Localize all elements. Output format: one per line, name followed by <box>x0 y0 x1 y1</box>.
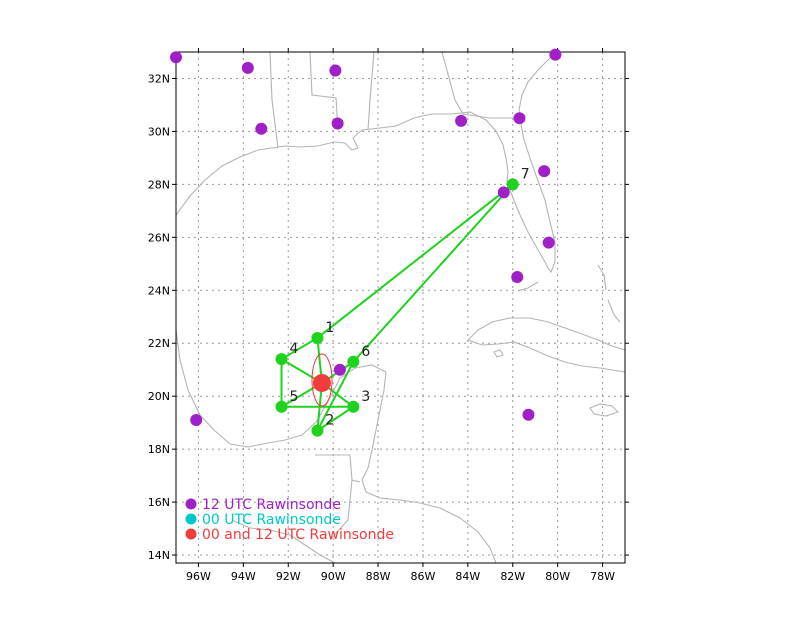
legend-label: 12 UTC Rawinsonde <box>202 497 341 513</box>
legend-marker <box>185 528 197 540</box>
flight-point <box>347 355 360 368</box>
y-tick-label: 22N <box>148 337 170 350</box>
y-tick-label: 32N <box>148 72 170 85</box>
y-axis: 14N 16N 18N 20N 22N 24N 26N 28N 30N 32N <box>148 72 629 562</box>
state-border-al-ga <box>441 52 463 113</box>
x-tick-label: 78W <box>590 570 615 583</box>
rawinsonde-12utc-point <box>241 61 254 74</box>
cuba-coastline <box>467 317 625 373</box>
flight-point-label: 5 <box>290 389 299 405</box>
flight-point <box>275 353 288 366</box>
flight-point <box>311 424 324 437</box>
rawinsonde-12utc-point <box>549 48 562 61</box>
rawinsonde-12utc-point <box>513 112 526 125</box>
state-border-la-ms <box>309 52 339 131</box>
y-tick-label: 24N <box>148 284 170 297</box>
central-america-coastline <box>361 479 497 563</box>
border-guatemala-honduras <box>329 479 353 541</box>
us-gulf-coastline <box>176 109 556 274</box>
y-tick-label: 16N <box>148 496 170 509</box>
x-tick-label: 88W <box>366 570 391 583</box>
flight-point-label: 6 <box>361 344 370 360</box>
plot-frame <box>175 51 626 564</box>
x-tick-label: 82W <box>500 570 525 583</box>
flight-point <box>506 178 519 191</box>
state-border-ms-al <box>367 52 375 131</box>
rawinsonde-12utc-point <box>255 122 268 135</box>
y-tick-label: 26N <box>148 231 170 244</box>
flight-point <box>275 400 288 413</box>
us-atlantic-coastline <box>518 52 557 111</box>
flight-point <box>311 331 324 344</box>
flight-point-label: 7 <box>521 166 530 182</box>
yucatan-east-coastline <box>361 371 387 481</box>
y-tick-label: 28N <box>148 178 170 191</box>
rawinsonde-12utc-point <box>331 117 344 130</box>
track-segment <box>281 337 318 360</box>
legend-marker <box>185 513 197 525</box>
legend-label: 00 and 12 UTC Rawinsonde <box>202 527 394 543</box>
x-tick-label: 90W <box>321 570 346 583</box>
x-tick-label: 92W <box>276 570 301 583</box>
rawinsonde-12utc-point <box>170 51 182 64</box>
track-segment <box>316 361 355 432</box>
isla-juventud <box>493 349 504 358</box>
legend-label: 00 UTC Rawinsonde <box>202 512 341 528</box>
grid-lines <box>176 52 625 563</box>
x-tick-label: 84W <box>455 570 480 583</box>
track-segment <box>316 405 354 432</box>
track-segment <box>316 183 514 339</box>
jamaica-coastline <box>589 403 620 417</box>
markers: 1 2 3 4 5 6 7 <box>170 48 562 437</box>
flight-point <box>347 400 360 413</box>
rawinsonde-12utc-point <box>542 236 555 249</box>
florida-keys <box>517 281 539 292</box>
rawinsonde-12utc-point <box>329 64 342 77</box>
rawinsonde-12utc-point <box>497 186 510 199</box>
rawinsonde-12utc-point <box>511 271 524 284</box>
state-border-tx-la <box>269 52 279 149</box>
flight-point-label: 2 <box>325 413 334 429</box>
flight-track <box>280 183 514 432</box>
coastlines <box>176 52 625 563</box>
x-axis: 96W 94W 92W 90W 88W 86W 84W 82W 80W 78W <box>186 48 615 583</box>
x-tick-label: 96W <box>186 570 211 583</box>
rawinsonde-12utc-point <box>333 363 346 376</box>
storm-outline <box>311 353 333 407</box>
rawinsonde-12utc-point <box>538 165 551 178</box>
flight-point-label: 1 <box>325 320 334 336</box>
x-tick-label: 86W <box>411 570 436 583</box>
flight-point-label: 3 <box>361 389 370 405</box>
x-tick-label: 94W <box>231 570 256 583</box>
y-tick-label: 30N <box>148 125 170 138</box>
rawinsonde-12utc-point <box>455 114 468 127</box>
y-tick-label: 18N <box>148 443 170 456</box>
bahamas-islands <box>597 264 621 323</box>
legend-marker <box>185 498 197 510</box>
state-border-ga-fl <box>461 113 519 119</box>
y-tick-label: 14N <box>148 549 170 562</box>
rawinsonde-00-12utc-point <box>312 373 331 392</box>
rawinsonde-12utc-point <box>522 408 535 421</box>
border-mexico-guatemala <box>315 454 361 483</box>
y-tick-label: 20N <box>148 390 170 403</box>
track-segment <box>352 183 514 363</box>
central-america-pacific-coast <box>231 519 336 563</box>
x-tick-label: 80W <box>545 570 570 583</box>
flight-point-label: 4 <box>290 341 299 357</box>
mexico-gulf-coastline <box>176 329 387 448</box>
rawinsonde-12utc-point <box>190 414 203 427</box>
